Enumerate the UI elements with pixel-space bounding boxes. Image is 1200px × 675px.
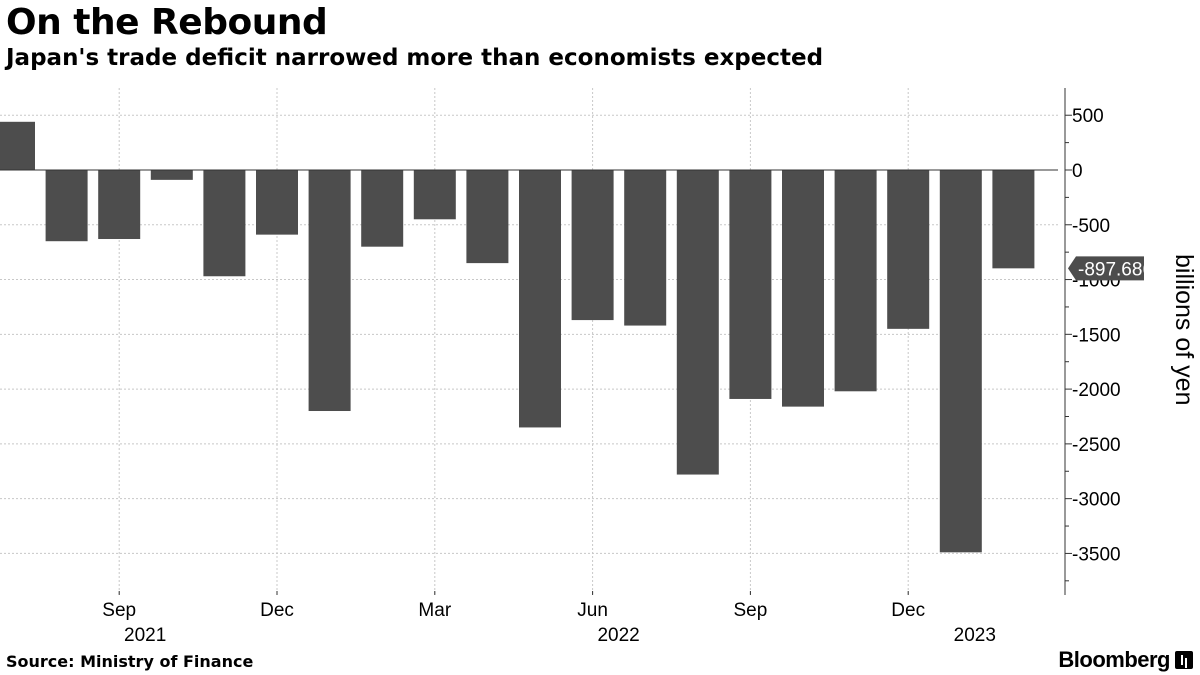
y-tick-label: -2500	[1072, 435, 1121, 456]
x-tick-label: Mar	[418, 600, 451, 621]
brand-logo: Bloomberg	[1058, 647, 1170, 672]
y-tick-label: -500	[1072, 216, 1110, 237]
bar	[150, 170, 193, 180]
callout-box	[1068, 256, 1144, 281]
x-year-label: 2023	[954, 625, 996, 646]
bar	[571, 170, 614, 321]
bar	[887, 170, 930, 329]
bar	[834, 170, 877, 392]
bar	[45, 170, 88, 242]
bar	[939, 170, 982, 553]
x-tick-label: Sep	[733, 600, 767, 621]
bar	[992, 170, 1035, 269]
bar	[98, 170, 141, 240]
bar	[413, 170, 456, 220]
chart-title: On the Rebound	[6, 2, 328, 43]
x-tick-label: Dec	[891, 600, 925, 621]
source-note: Source: Ministry of Finance	[6, 652, 254, 671]
chart-subtitle: Japan's trade deficit narrowed more than…	[6, 45, 824, 71]
bar	[256, 170, 298, 235]
x-year-label: 2021	[124, 625, 166, 646]
y-tick-label: 0	[1072, 161, 1083, 182]
bar	[361, 170, 404, 247]
bar	[676, 170, 719, 475]
y-axis-title: billions of yen	[1170, 254, 1198, 405]
bar	[782, 170, 824, 407]
x-tick-label: Sep	[102, 600, 136, 621]
bar	[729, 170, 772, 399]
brand-chart-icon	[1175, 651, 1193, 669]
x-tick-label: Dec	[260, 600, 294, 621]
last-value-callout: -897.686	[1068, 256, 1153, 281]
bar	[0, 121, 35, 170]
y-tick-label: -2000	[1072, 380, 1121, 401]
callout-label: -897.686	[1078, 259, 1153, 280]
bar	[466, 170, 509, 264]
bar	[308, 170, 351, 412]
y-tick-label: -3500	[1072, 544, 1121, 565]
y-tick-label: 500	[1072, 106, 1104, 127]
bar	[203, 170, 246, 277]
y-tick-label: -1500	[1072, 325, 1121, 346]
bar	[519, 170, 561, 428]
x-year-label: 2022	[597, 625, 639, 646]
x-tick-label: Jun	[577, 600, 608, 621]
y-tick-label: -3000	[1072, 490, 1121, 511]
bar	[624, 170, 667, 326]
